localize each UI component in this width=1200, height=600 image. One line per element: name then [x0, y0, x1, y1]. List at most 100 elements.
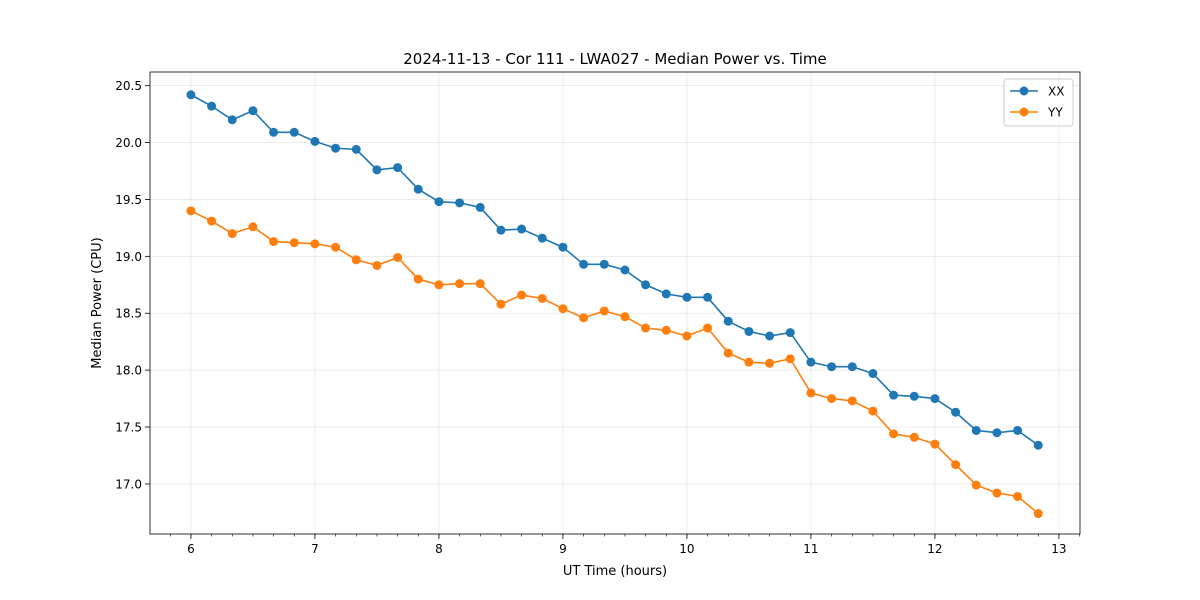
x-tick-label: 8: [435, 542, 443, 556]
data-point-yy: [558, 304, 568, 314]
data-point-xx: [682, 292, 692, 302]
data-point-yy: [310, 239, 320, 249]
data-point-xx: [186, 90, 196, 100]
data-point-xx: [868, 369, 878, 379]
data-point-xx: [930, 394, 940, 404]
data-point-xx: [310, 136, 320, 146]
data-point-xx: [1033, 440, 1043, 450]
data-point-yy: [393, 252, 403, 262]
data-point-yy: [496, 299, 506, 309]
plot-frame: [149, 71, 1081, 535]
data-point-yy: [455, 279, 465, 289]
data-point-yy: [971, 480, 981, 490]
y-tick-label: 19.0: [115, 250, 142, 264]
y-tick-label: 19.5: [115, 193, 142, 207]
grid: [150, 72, 1080, 534]
data-point-xx: [207, 101, 217, 111]
x-tick-label: 7: [311, 542, 319, 556]
data-point-yy: [227, 229, 237, 239]
chart-title: 2024-11-13 - Cor 111 - LWA027 - Median P…: [403, 50, 827, 68]
series-layer: [186, 90, 1043, 519]
data-point-yy: [351, 255, 361, 265]
data-point-xx: [889, 390, 899, 400]
data-point-yy: [661, 325, 671, 335]
data-point-xx: [847, 362, 857, 372]
data-point-yy: [579, 313, 589, 323]
data-point-yy: [269, 237, 279, 247]
data-point-xx: [661, 289, 671, 299]
data-point-yy: [765, 358, 775, 368]
x-tick-label: 6: [187, 542, 195, 556]
data-point-yy: [785, 354, 795, 364]
series-line-xx: [190, 94, 1039, 446]
data-point-xx: [723, 316, 733, 326]
data-point-yy: [413, 274, 423, 284]
data-point-yy: [827, 394, 837, 404]
legend-marker-yy: [1019, 107, 1029, 117]
data-point-xx: [289, 127, 299, 137]
data-point-xx: [909, 391, 919, 401]
data-point-xx: [992, 428, 1002, 438]
y-tick-label: 20.0: [115, 136, 142, 150]
data-point-yy: [248, 222, 258, 232]
y-tick-label: 17.5: [115, 421, 142, 435]
data-point-xx: [785, 328, 795, 338]
data-point-xx: [331, 143, 341, 153]
data-point-yy: [703, 323, 713, 333]
y-tick-label: 20.5: [115, 79, 142, 93]
data-point-yy: [847, 396, 857, 406]
data-point-yy: [517, 290, 527, 300]
data-point-xx: [455, 198, 465, 208]
data-point-xx: [579, 259, 589, 269]
data-point-xx: [703, 292, 713, 302]
axes: 6 7 8 9 10 11 12 13 17.0 17.5 18.0 18.5 19.0 19.5 20.0…: [115, 79, 1080, 556]
data-point-xx: [827, 362, 837, 372]
data-point-yy: [599, 306, 609, 316]
data-point-yy: [682, 331, 692, 341]
data-point-xx: [1013, 425, 1023, 435]
data-point-xx: [413, 184, 423, 194]
data-point-yy: [951, 460, 961, 470]
data-point-xx: [641, 280, 651, 290]
data-point-yy: [909, 432, 919, 442]
data-point-yy: [207, 216, 217, 226]
data-point-yy: [372, 260, 382, 270]
legend-label-yy: YY: [1047, 106, 1063, 120]
data-point-yy: [992, 488, 1002, 498]
data-point-yy: [744, 357, 754, 367]
y-axis-label: Median Power (CPU): [90, 237, 105, 368]
data-point-yy: [289, 238, 299, 248]
data-point-yy: [331, 242, 341, 252]
data-point-yy: [1013, 491, 1023, 501]
data-point-yy: [1033, 509, 1043, 519]
data-point-xx: [744, 326, 754, 336]
legend-marker-xx: [1019, 86, 1029, 96]
data-point-xx: [951, 407, 961, 417]
data-point-xx: [372, 165, 382, 175]
data-point-xx: [434, 197, 444, 207]
legend-label-xx: XX: [1048, 85, 1064, 99]
x-tick-label: 13: [1051, 542, 1066, 556]
data-point-yy: [620, 312, 630, 322]
data-point-xx: [517, 224, 527, 234]
y-tick-label: 17.0: [115, 477, 142, 491]
data-point-xx: [269, 127, 279, 137]
data-point-yy: [723, 348, 733, 358]
legend: XX YY: [1003, 78, 1074, 127]
data-point-xx: [558, 242, 568, 252]
x-axis-label: UT Time (hours): [563, 564, 667, 579]
x-tick-label: 11: [803, 542, 818, 556]
data-point-xx: [393, 163, 403, 173]
y-tick-label: 18.5: [115, 307, 142, 321]
y-tick-label: 18.0: [115, 364, 142, 378]
data-point-yy: [868, 406, 878, 416]
data-point-yy: [434, 280, 444, 290]
data-point-xx: [971, 425, 981, 435]
data-point-xx: [599, 259, 609, 269]
data-point-xx: [496, 225, 506, 235]
x-tick-label: 10: [679, 542, 694, 556]
data-point-yy: [889, 429, 899, 439]
data-point-xx: [806, 357, 816, 367]
data-point-yy: [930, 439, 940, 449]
data-point-xx: [765, 331, 775, 341]
